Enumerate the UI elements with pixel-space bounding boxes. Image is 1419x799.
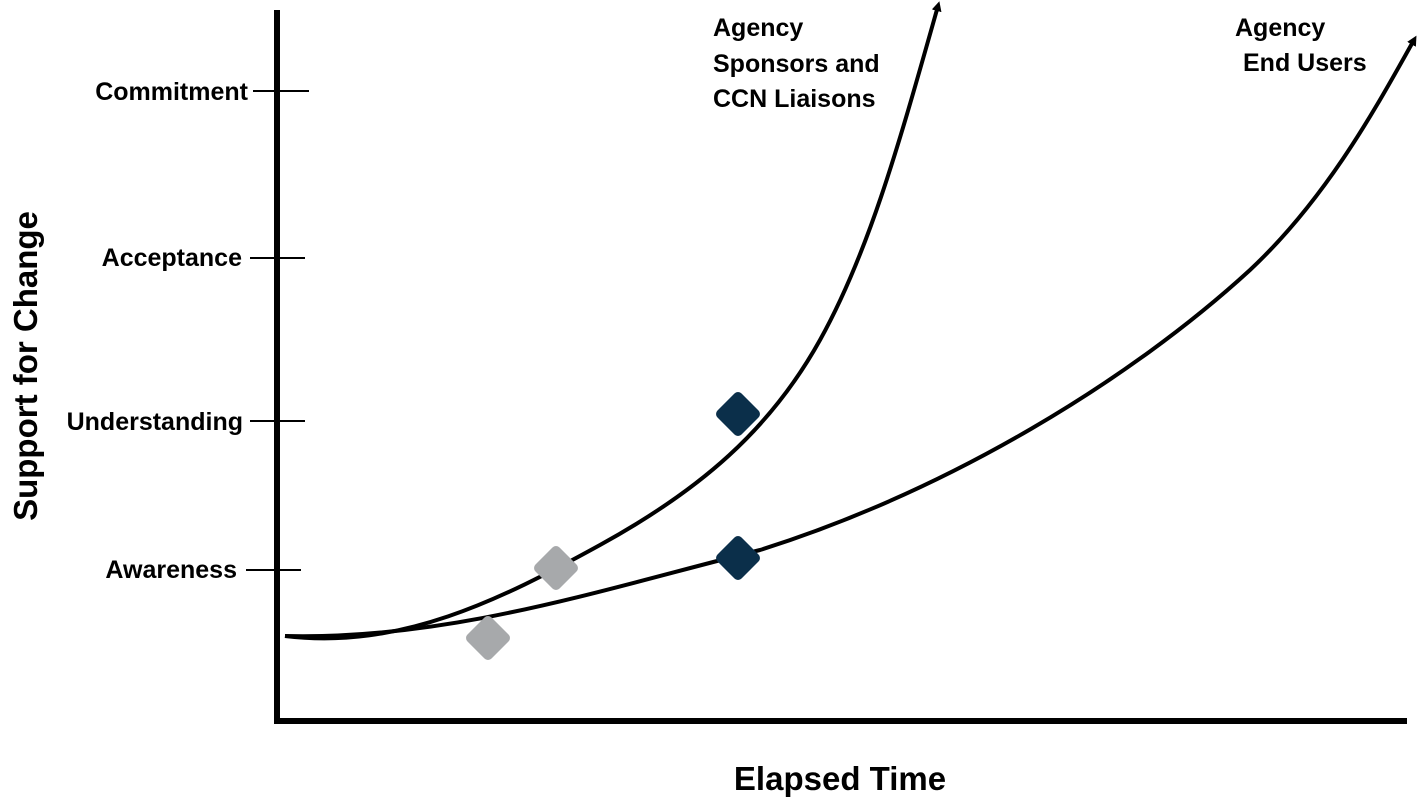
curve-label-sponsors: Agency Sponsors and CCN Liaisons [713,14,880,113]
marker-sponsors-current [716,392,760,436]
curve-sponsors [284,1,942,641]
curve-end-users [284,35,1417,639]
level-label-acceptance: Acceptance [102,244,242,272]
y-axis-title: Support for Change [7,211,44,521]
curve-label-sponsors-line1: Agency [713,14,803,42]
curve-label-end-users-line2: End Users [1243,49,1367,77]
curve-label-end-users-line1: Agency [1235,14,1325,42]
marker-end-users-past [466,616,510,660]
level-label-understanding: Understanding [67,408,243,436]
curve-label-sponsors-line3: CCN Liaisons [713,85,876,113]
marker-end-users-current [716,536,760,580]
x-axis-title: Elapsed Time [734,760,946,797]
level-label-commitment: Commitment [95,78,248,106]
curve-label-sponsors-line2: Sponsors and [713,50,880,78]
curve-label-end-users: Agency End Users [1235,14,1367,77]
marker-sponsors-past [534,546,578,590]
level-label-awareness: Awareness [105,556,237,584]
